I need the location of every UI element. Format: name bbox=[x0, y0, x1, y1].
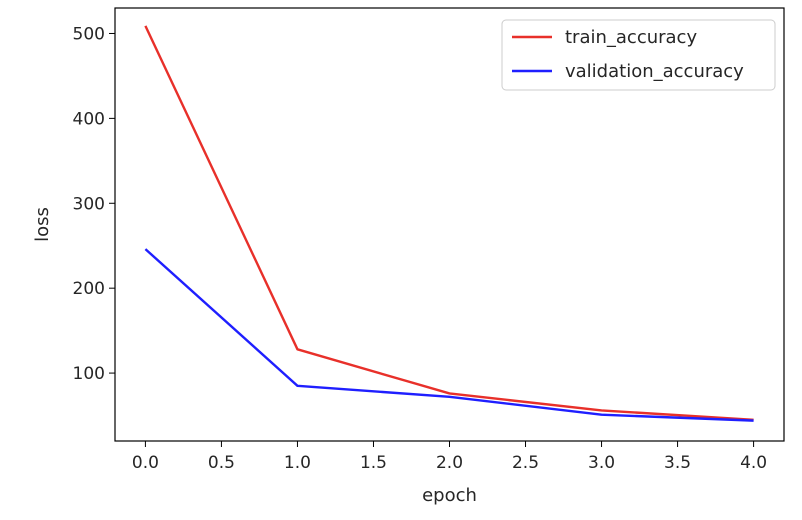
y-tick-label: 200 bbox=[73, 279, 105, 299]
y-tick-label: 500 bbox=[73, 24, 105, 44]
x-axis-ticks: 0.0 0.5 1.0 1.5 2.0 2.5 3.0 3.5 4.0 bbox=[132, 441, 767, 473]
series-line-validation-accuracy bbox=[144, 248, 754, 422]
legend-label: validation_accuracy bbox=[565, 61, 744, 82]
legend-box bbox=[501, 19, 776, 91]
x-tick-label: 0.0 bbox=[132, 453, 159, 473]
x-tick-label: 2.5 bbox=[512, 453, 539, 473]
x-tick-label: 3.0 bbox=[588, 453, 615, 473]
x-tick-label: 3.5 bbox=[664, 453, 691, 473]
x-tick-label: 1.5 bbox=[360, 453, 387, 473]
x-tick-label: 4.0 bbox=[740, 453, 767, 473]
x-tick-label: 1.0 bbox=[284, 453, 311, 473]
legend-label: train_accuracy bbox=[565, 27, 697, 48]
y-axis-ticks: 100 200 300 400 500 bbox=[73, 24, 115, 384]
series-lines bbox=[144, 25, 754, 422]
plot-area-frame bbox=[114, 7, 785, 442]
y-tick-label: 300 bbox=[73, 194, 105, 214]
y-axis-label: loss bbox=[32, 207, 53, 242]
x-axis-label: epoch bbox=[422, 485, 477, 506]
y-tick-label: 100 bbox=[73, 364, 105, 384]
y-tick-label: 400 bbox=[73, 109, 105, 129]
x-tick-label: 0.5 bbox=[208, 453, 235, 473]
series-line-train-accuracy bbox=[144, 25, 754, 421]
legend: train_accuracy validation_accuracy bbox=[501, 19, 776, 91]
x-tick-label: 2.0 bbox=[436, 453, 463, 473]
